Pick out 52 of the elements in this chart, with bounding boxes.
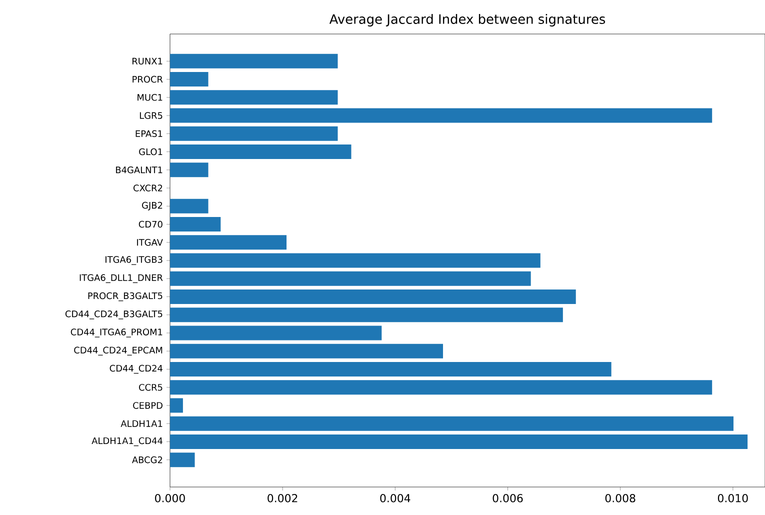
bar bbox=[170, 217, 221, 232]
bar bbox=[170, 253, 540, 268]
y-tick-label: GJB2 bbox=[142, 202, 162, 210]
bar bbox=[170, 54, 338, 68]
y-tick-label: PROCR bbox=[132, 76, 163, 83]
y-tick-label: PROCR_B3GALT5 bbox=[88, 292, 162, 302]
bar bbox=[170, 380, 712, 395]
y-tick-label: CD44_CD24_B3GALT5 bbox=[65, 310, 162, 320]
x-tick-label: 0.006 bbox=[492, 494, 523, 502]
y-tick-label: ALDH1A1_CD44 bbox=[92, 437, 162, 446]
bar bbox=[170, 162, 208, 178]
x-tick-label: 0.010 bbox=[718, 494, 748, 502]
bar bbox=[170, 344, 444, 358]
bar bbox=[170, 126, 338, 141]
x-tick-label: 0.002 bbox=[268, 494, 298, 502]
y-tick-label: CD44_CD24 bbox=[110, 364, 162, 374]
bar bbox=[170, 452, 195, 468]
bar bbox=[170, 90, 338, 105]
y-tick-label: B4GALNT1 bbox=[116, 166, 162, 174]
y-tick-label: CEBPD bbox=[133, 402, 162, 409]
y-tick-label: MUC1 bbox=[138, 94, 162, 101]
bar bbox=[170, 108, 712, 123]
y-tick-label: EPAS1 bbox=[136, 130, 162, 138]
bar bbox=[170, 72, 208, 87]
bar bbox=[170, 289, 576, 304]
y-tick-label: CCR5 bbox=[139, 384, 162, 391]
y-tick-label: ALDH1A1 bbox=[120, 420, 162, 427]
chart-title: Average Jaccard Index between signatures bbox=[329, 14, 606, 26]
y-tick-label: CXCR2 bbox=[134, 184, 162, 192]
bar bbox=[170, 308, 563, 322]
y-tick-label: CD44_ITGA6_PROM1 bbox=[70, 328, 162, 338]
x-tick-label: 0.004 bbox=[380, 494, 410, 502]
bar bbox=[170, 235, 287, 250]
bar bbox=[170, 398, 183, 413]
bar bbox=[170, 416, 734, 431]
y-tick-label: ITGA6_ITGB3 bbox=[106, 256, 162, 265]
bar bbox=[170, 326, 382, 340]
y-tick-label: GLO1 bbox=[139, 148, 162, 156]
bar bbox=[170, 434, 748, 449]
x-tick-label: 0.008 bbox=[605, 494, 636, 502]
y-tick-label: LGR5 bbox=[140, 112, 162, 119]
y-tick-label: ITGA6_DLL1_DNER bbox=[80, 274, 163, 283]
y-tick-label: ABCG2 bbox=[132, 456, 162, 464]
bar bbox=[170, 144, 352, 160]
y-tick-label: CD44_CD24_EPCAM bbox=[74, 346, 162, 356]
y-tick-label: CD70 bbox=[138, 220, 162, 228]
y-tick-label: ITGAV bbox=[137, 238, 163, 246]
bar bbox=[170, 198, 208, 214]
bar bbox=[170, 271, 531, 286]
y-tick-label: RUNX1 bbox=[132, 58, 162, 65]
x-tick-label: 0.000 bbox=[155, 494, 185, 502]
bar bbox=[170, 362, 612, 376]
